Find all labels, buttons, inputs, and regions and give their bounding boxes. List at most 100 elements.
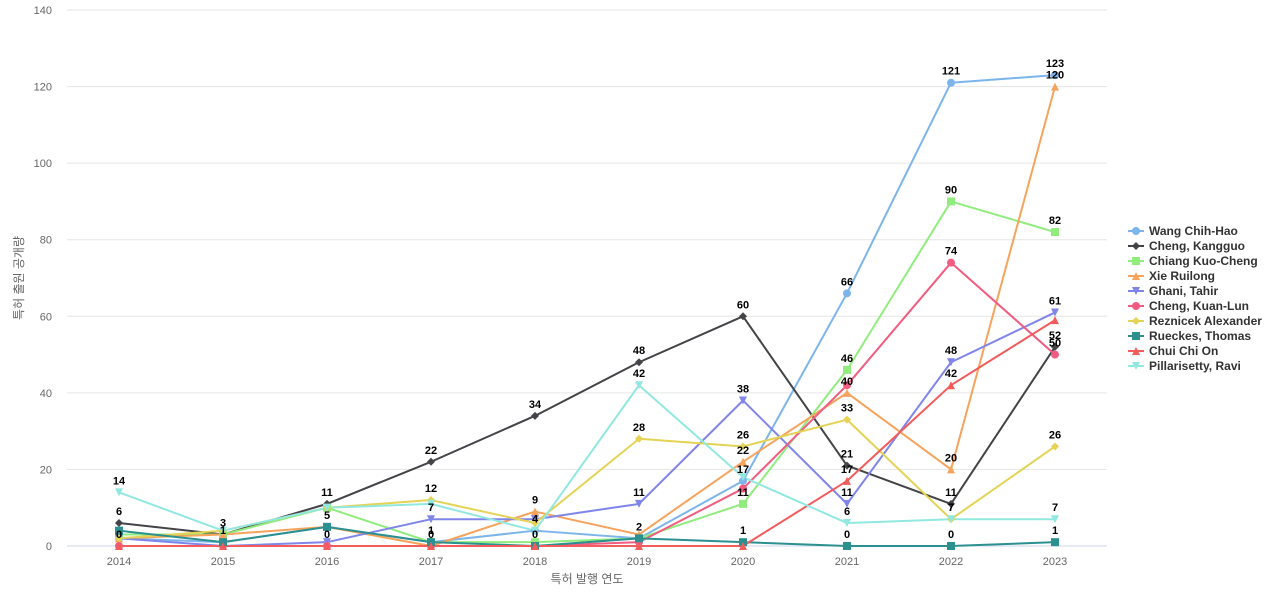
data-point-marker[interactable] (947, 381, 955, 390)
data-point-marker[interactable] (1051, 538, 1059, 547)
data-point-marker[interactable] (947, 358, 955, 367)
y-tick-label: 40 (40, 388, 52, 400)
data-label: 61 (1049, 295, 1061, 307)
data-point-marker[interactable] (115, 526, 123, 535)
legend-item[interactable]: Wang Chih-Hao (1128, 224, 1238, 238)
data-point-marker[interactable] (843, 499, 851, 508)
data-point-marker[interactable] (635, 434, 643, 443)
data-point-marker[interactable] (1051, 308, 1059, 317)
data-point-marker[interactable] (843, 289, 851, 298)
data-point-marker[interactable] (427, 499, 435, 508)
x-tick-label: 2020 (731, 556, 755, 568)
legend-item[interactable]: Pillarisetty, Ravi (1128, 359, 1241, 373)
data-point-marker[interactable] (843, 381, 851, 390)
legend-item[interactable]: Rueckes, Thomas (1128, 329, 1251, 343)
data-point-marker[interactable] (843, 415, 851, 424)
data-point-marker[interactable] (115, 534, 123, 543)
data-point-marker[interactable] (947, 542, 955, 550)
data-point-marker[interactable] (947, 515, 955, 524)
data-point-marker[interactable] (635, 381, 643, 390)
series-line[interactable] (118, 315, 1056, 536)
series-line[interactable] (119, 319, 1056, 547)
data-point-marker[interactable] (1051, 228, 1059, 237)
x-tick-label: 2014 (107, 556, 131, 568)
series-line[interactable] (118, 86, 1056, 547)
data-point-marker[interactable] (323, 503, 331, 512)
data-point-marker[interactable] (739, 499, 747, 508)
legend-item[interactable]: Xie Ruilong (1128, 269, 1215, 283)
x-tick-label: 2023 (1043, 556, 1067, 568)
data-point-marker[interactable] (531, 507, 539, 516)
data-point-marker[interactable] (427, 457, 435, 466)
data-point-marker[interactable] (947, 78, 955, 87)
data-point-marker[interactable] (635, 358, 643, 367)
data-point-marker[interactable] (947, 465, 955, 474)
series-line[interactable] (118, 384, 1055, 532)
x-tick-label: 2016 (315, 556, 339, 568)
data-point-marker[interactable] (531, 542, 539, 550)
data-point-marker[interactable] (843, 388, 851, 397)
data-point-marker[interactable] (531, 411, 539, 420)
data-point-marker[interactable] (739, 442, 747, 451)
legend-marker (1132, 242, 1140, 250)
data-point-marker[interactable] (1051, 82, 1059, 91)
series-line[interactable] (118, 74, 1056, 544)
data-point-marker[interactable] (115, 488, 123, 497)
x-axis-title: 특허 발행 연도 (551, 571, 624, 586)
data-point-marker[interactable] (1051, 342, 1059, 351)
data-point-marker[interactable] (531, 519, 539, 528)
legend-item[interactable]: Reznicek Alexander (1128, 314, 1262, 328)
data-point-marker[interactable] (843, 461, 851, 470)
legend-label: Chui Chi On (1149, 344, 1218, 358)
data-point-marker[interactable] (739, 312, 747, 321)
data-point-marker[interactable] (947, 258, 955, 267)
data-point-marker[interactable] (947, 197, 955, 206)
data-point-marker[interactable] (739, 542, 747, 550)
legend-item[interactable]: Ghani, Tahir (1128, 284, 1218, 298)
legend-item[interactable]: Cheng, Kuan-Lun (1128, 299, 1249, 313)
data-point-marker[interactable] (1051, 442, 1059, 451)
legend-item[interactable]: Chiang Kuo-Cheng (1128, 254, 1258, 268)
data-point-marker[interactable] (427, 542, 435, 550)
data-point-marker[interactable] (843, 476, 851, 485)
data-label: 26 (1049, 429, 1061, 441)
data-point-marker[interactable] (843, 519, 851, 528)
data-point-marker[interactable] (323, 522, 331, 531)
data-point-marker[interactable] (1051, 316, 1059, 325)
data-point-marker[interactable] (635, 534, 643, 543)
data-point-marker[interactable] (739, 484, 747, 493)
data-point-marker[interactable] (739, 457, 747, 466)
data-label: 48 (945, 345, 957, 357)
data-point-marker[interactable] (635, 542, 643, 550)
legend-item[interactable]: Cheng, Kangguo (1128, 239, 1245, 253)
data-point-marker[interactable] (635, 499, 643, 508)
series-line[interactable] (119, 200, 1056, 544)
data-label: 22 (737, 445, 749, 457)
data-point-marker[interactable] (323, 542, 331, 550)
data-point-marker[interactable] (1051, 350, 1059, 359)
data-label: 5 (324, 510, 330, 522)
data-point-marker[interactable] (1051, 515, 1059, 524)
data-point-marker[interactable] (219, 542, 227, 550)
data-point-marker[interactable] (219, 526, 227, 535)
data-point-marker[interactable] (739, 473, 747, 482)
legend-item[interactable]: Chui Chi On (1128, 344, 1218, 358)
legend-marker (1132, 257, 1140, 265)
data-point-marker[interactable] (1051, 71, 1059, 80)
data-point-marker[interactable] (115, 542, 123, 550)
data-point-marker[interactable] (843, 365, 851, 374)
series-line[interactable] (118, 525, 1056, 547)
data-label: 26 (737, 429, 749, 441)
data-point-marker[interactable] (115, 519, 123, 528)
data-point-marker[interactable] (739, 396, 747, 405)
series-line[interactable] (119, 261, 1056, 547)
data-point-marker[interactable] (427, 515, 435, 524)
data-label: 7 (948, 502, 954, 514)
legend-marker (1132, 272, 1140, 280)
data-point-marker[interactable] (947, 499, 955, 508)
series-line[interactable] (118, 311, 1056, 547)
data-point-marker[interactable] (531, 526, 539, 535)
legend-marker (1132, 287, 1140, 295)
data-point-marker[interactable] (843, 542, 851, 550)
